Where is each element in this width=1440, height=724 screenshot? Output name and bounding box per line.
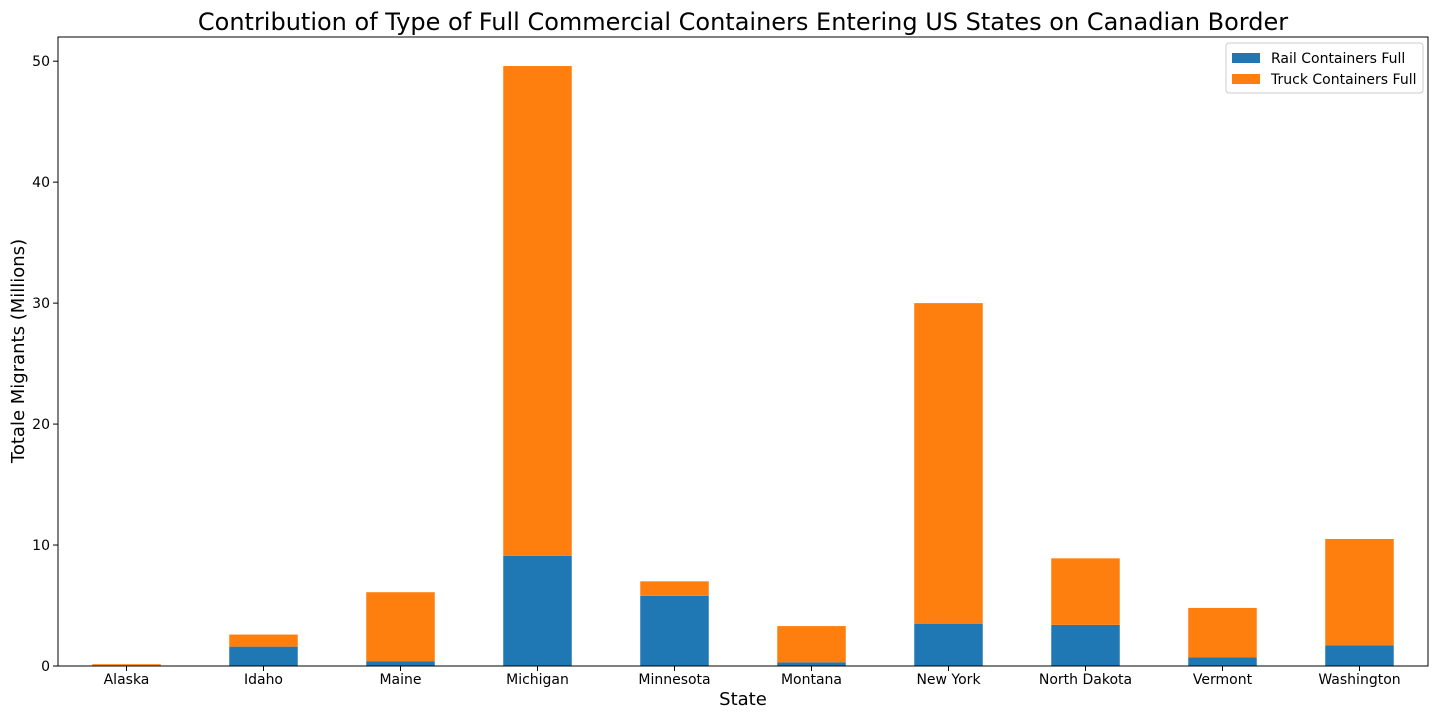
y-tick-label: 50 (32, 54, 50, 70)
bar-washington-truck (1325, 539, 1394, 645)
chart-title: Contribution of Type of Full Commercial … (198, 8, 1288, 36)
bar-idaho-rail (229, 647, 298, 666)
y-tick-label: 30 (32, 296, 50, 312)
legend-swatch-truck (1232, 74, 1260, 84)
bar-maine-truck (366, 592, 435, 661)
bar-new-york-rail (914, 624, 983, 666)
y-tick-label: 20 (32, 417, 50, 433)
y-tick-label: 0 (41, 659, 50, 675)
axes-layer: 0 10 20 30 40 50 Alaska Idaho Maine Michigan Minne… (32, 37, 1428, 688)
bar-new-york-truck (914, 303, 983, 624)
bar-montana-rail (777, 662, 846, 666)
x-tick-label: Washington (1318, 672, 1400, 688)
bar-vermont-truck (1188, 608, 1257, 658)
bar-idaho-truck (229, 635, 298, 647)
plot-frame (58, 37, 1428, 666)
bar-minnesota-truck (640, 581, 709, 596)
x-tick-label: Montana (781, 672, 842, 688)
x-tick-label: Idaho (244, 672, 283, 688)
bar-minnesota-rail (640, 596, 709, 666)
y-tick-label: 10 (32, 538, 50, 554)
bar-maine-rail (366, 661, 435, 666)
x-tick-label: Minnesota (638, 672, 710, 688)
bar-vermont-rail (1188, 658, 1257, 666)
bar-montana-truck (777, 626, 846, 662)
bar-north-dakota-truck (1051, 558, 1120, 625)
x-tick-label: North Dakota (1039, 672, 1132, 688)
y-tick-label: 40 (32, 175, 50, 191)
bar-washington-rail (1325, 645, 1394, 666)
legend-label-truck: Truck Containers Full (1270, 72, 1416, 88)
bar-michigan-rail (503, 556, 572, 666)
bar-north-dakota-rail (1051, 625, 1120, 666)
x-tick-label: Alaska (104, 672, 150, 688)
bars-layer (92, 66, 1394, 666)
y-axis-label: Totale Migrants (Millions) (8, 239, 29, 464)
legend-label-rail: Rail Containers Full (1271, 51, 1405, 67)
x-tick-label: Maine (379, 672, 421, 688)
bar-michigan-truck (503, 66, 572, 556)
x-tick-label: Michigan (506, 672, 569, 688)
x-axis-label: State (719, 689, 767, 710)
legend-swatch-rail (1232, 53, 1260, 63)
x-tick-label: New York (916, 672, 981, 688)
legend: Rail Containers Full Truck Containers Ful… (1226, 43, 1423, 93)
x-tick-label: Vermont (1193, 672, 1253, 688)
